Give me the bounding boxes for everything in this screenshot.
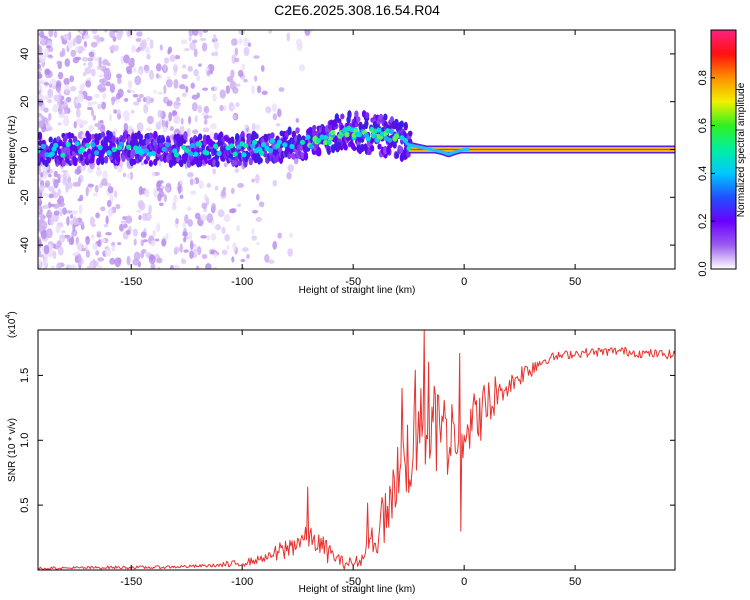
spectrogram-panel: -150 -100 -50 0 50 -40 -20 0 20 40 Height of str… [7, 29, 676, 296]
spectrogram-x-label: Height of straight line (km) [299, 285, 416, 296]
spectrogram-x-tick-label: -100 [231, 276, 253, 288]
spectrogram-y-tick-label: 0 [19, 146, 31, 152]
snr-y-tick-label: 1.0 [19, 433, 31, 448]
colorbar-frame [710, 29, 737, 270]
snr-x-tick-label: 50 [569, 576, 581, 588]
snr-multiplier-base: (x10 [7, 318, 18, 338]
spectrogram-x-axis: -150 -100 -50 0 50 [120, 30, 581, 288]
spectrogram-x-tick-label: 50 [569, 276, 581, 288]
spectrogram-y-tick-label: 20 [19, 96, 31, 108]
spectrogram-y-tick-label: 40 [19, 48, 31, 60]
snr-y-axis: 0.5 1.0 1.5 [19, 368, 675, 513]
spectrogram-image [38, 30, 675, 269]
colorbar: 0.0 0.2 0.4 0.6 0.8 Normalized spectral ampl… [697, 29, 747, 277]
snr-y-tick-label: 1.5 [19, 368, 31, 383]
snr-plot-area [38, 330, 675, 570]
snr-x-tick-label: -100 [231, 576, 253, 588]
snr-x-tick-label: -150 [120, 576, 142, 588]
spectrogram-x-tick-label: -50 [345, 276, 361, 288]
snr-x-label: Height of straight line (km) [299, 584, 416, 595]
snr-y-multiplier: (x104) [5, 311, 18, 338]
spectrogram-y-tick-label: -20 [19, 189, 31, 205]
snr-series-line [38, 330, 675, 570]
colorbar-tick-label: 0.6 [697, 118, 709, 133]
snr-multiplier-exp: 4 [5, 315, 12, 319]
colorbar-tick-label: 0.2 [697, 214, 709, 229]
colorbar-label: Normalized spectral amplitude [736, 82, 747, 217]
spectrogram-y-label: Frequency (Hz) [7, 116, 18, 185]
spectrogram-x-tick-label: 0 [461, 276, 467, 288]
carrier-line [408, 148, 675, 151]
snr-frame [37, 329, 676, 571]
colorbar-ticks: 0.0 0.2 0.4 0.6 0.8 [697, 70, 715, 277]
spectrogram-noise-haze [38, 30, 314, 269]
snr-x-tick-label: -50 [345, 576, 361, 588]
snr-x-axis: -150 -100 -50 0 50 [120, 330, 581, 588]
colorbar-tick-label: 0.8 [697, 70, 709, 85]
snr-x-tick-label: 0 [461, 576, 467, 588]
colorbar-tick-label: 0.0 [697, 261, 709, 276]
spectrogram-x-tick-label: -150 [120, 276, 142, 288]
spectrogram-signal-peaks [38, 125, 470, 158]
snr-y-tick-label: 0.5 [19, 497, 31, 512]
colorbar-tick-label: 0.4 [697, 166, 709, 181]
colorbar-gradient [711, 30, 736, 269]
svg-text:(x104): (x104) [5, 311, 18, 338]
snr-panel: -150 -100 -50 0 50 0.5 1.0 1.5 Height of strai… [5, 311, 676, 595]
snr-y-label: SNR (10 * v/v) [7, 418, 18, 482]
spectrogram-y-axis: -40 -20 0 20 40 [19, 48, 675, 253]
spectrogram-y-tick-label: -40 [19, 237, 31, 253]
chart-title: C2E6.2025.308.16.54.R04 [274, 2, 440, 18]
